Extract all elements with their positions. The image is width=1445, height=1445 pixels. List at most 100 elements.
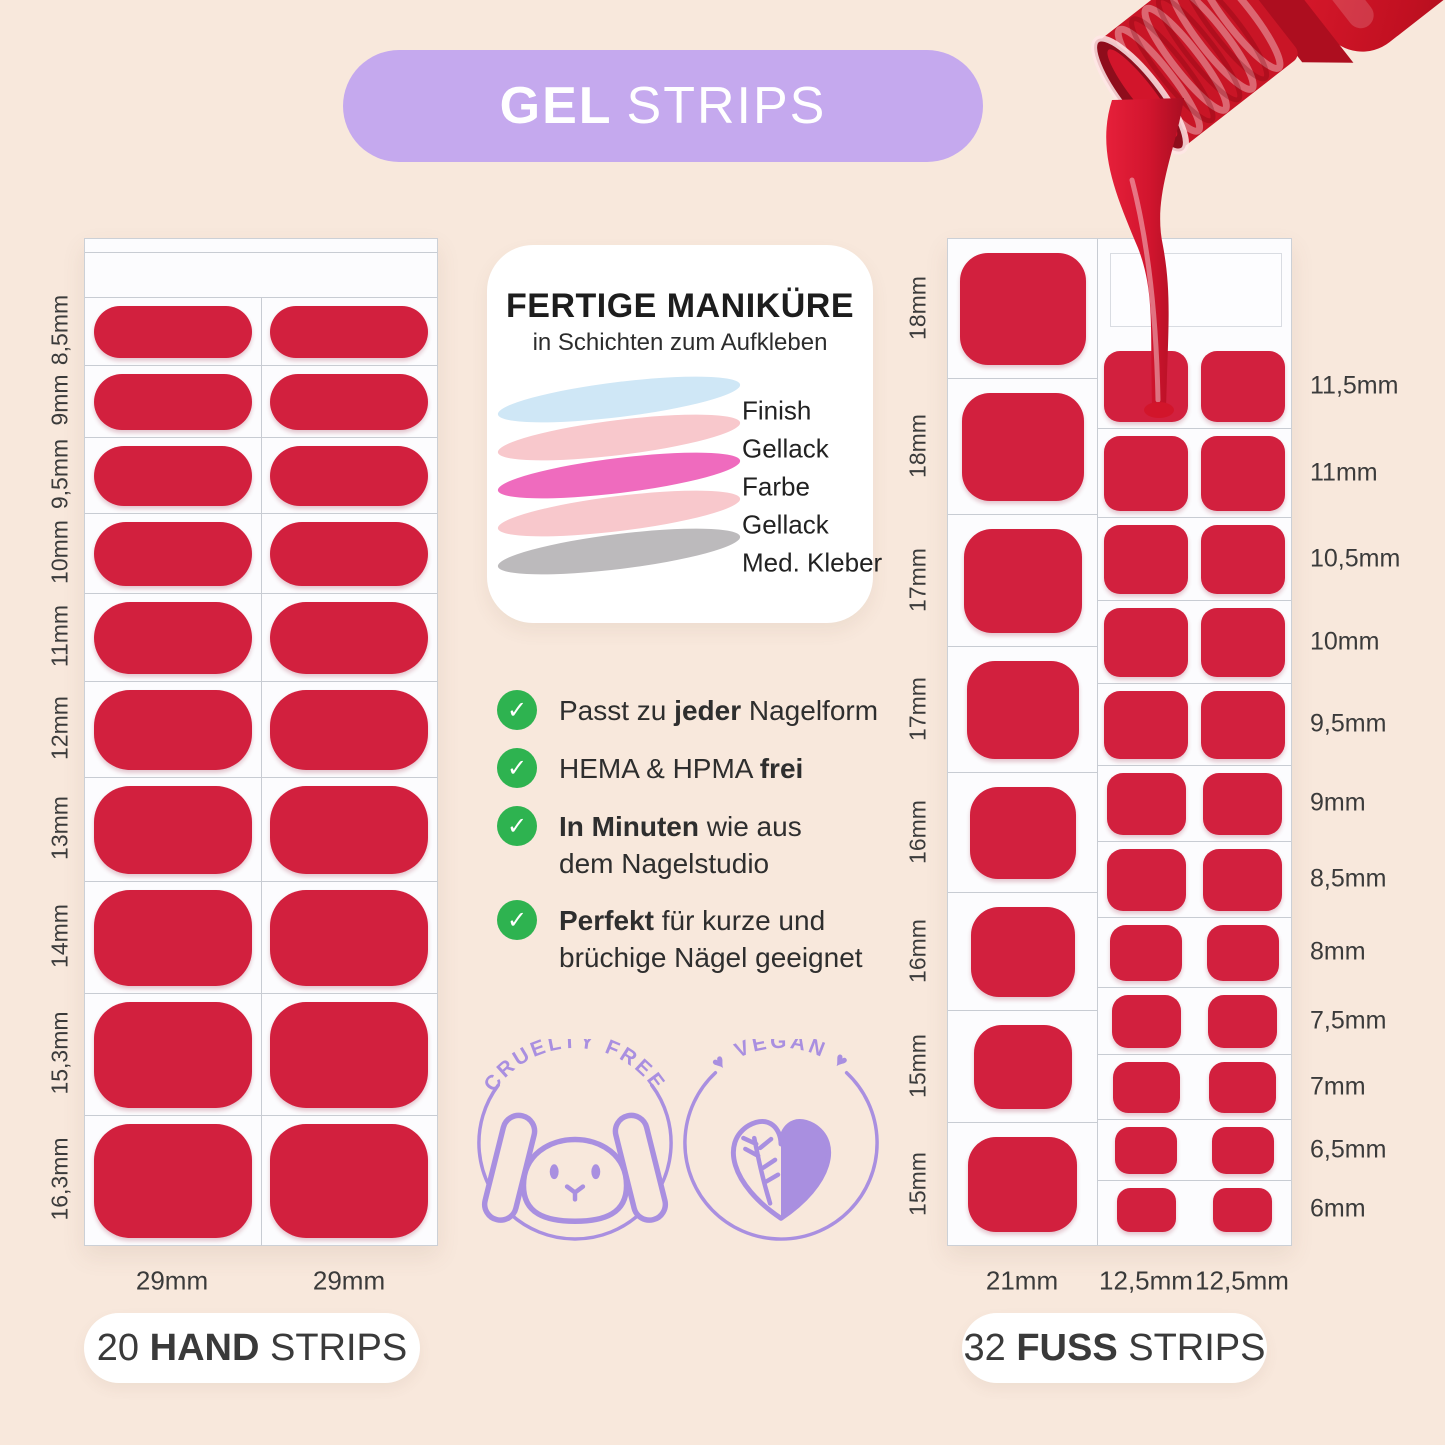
benefit-item: ✓ HEMA & HPMA frei xyxy=(497,748,917,788)
foot-small-row-size-label: 9,5mm xyxy=(1310,709,1387,738)
check-icon: ✓ xyxy=(497,900,537,940)
foot-small-strip-row xyxy=(1098,1120,1291,1181)
foot-big-strip-row xyxy=(948,379,1097,515)
foot-small-strip-cell xyxy=(1195,1181,1292,1239)
vegan-badge: ♥ VEGAN ♥ xyxy=(683,1039,879,1241)
foot-small-row-size-label: 11,5mm xyxy=(1310,371,1399,399)
foot-small-row-size-label: 10,5mm xyxy=(1310,544,1401,572)
hand-strip-cell xyxy=(260,682,438,777)
benefit-text: In Minuten wie aus dem Nagelstudio xyxy=(559,811,802,879)
hand-nail-strip xyxy=(93,1124,252,1238)
foot-small-nail-strip xyxy=(1110,924,1183,981)
foot-small-row-size-label: 7mm xyxy=(1310,1072,1366,1100)
hand-strip-cell xyxy=(260,514,438,593)
foot-small-nail-strip xyxy=(1200,607,1285,677)
hand-strip-row xyxy=(85,882,437,994)
layer-label: Gellack xyxy=(742,509,829,540)
hand-strip-row xyxy=(85,298,437,366)
foot-big-row-size-label: 15mm xyxy=(904,1151,931,1216)
foot-small-nail-strip xyxy=(1115,1126,1178,1174)
hand-column-width-label: 29mm xyxy=(312,1265,386,1296)
foot-small-strip-row xyxy=(1098,988,1291,1055)
foot-small-strip-row xyxy=(1098,1181,1291,1239)
hand-nail-strip xyxy=(270,373,429,430)
foot-small-strip-cell xyxy=(1098,518,1195,600)
foot-small-row-size-label: 6mm xyxy=(1310,1194,1366,1223)
foot-small-row-size-label: 9mm xyxy=(1310,788,1366,817)
foot-small-strip-cell xyxy=(1098,1055,1195,1119)
foot-column-width-label: 21mm xyxy=(985,1265,1059,1296)
hand-strips-sheet xyxy=(84,238,438,1246)
hand-strip-row xyxy=(85,1116,437,1246)
foot-caption-count: 32 xyxy=(963,1326,1006,1369)
benefit-text: HEMA & HPMA frei xyxy=(559,753,804,784)
foot-small-strip-cell xyxy=(1195,988,1292,1054)
foot-small-strip-cell xyxy=(1195,429,1292,517)
hand-row-size-label: 12mm xyxy=(46,696,73,760)
hand-nail-strip xyxy=(270,1124,429,1238)
hand-row-size-label: 14mm xyxy=(46,904,73,968)
hand-row-size-label: 10mm xyxy=(46,520,73,584)
foot-big-nail-strip xyxy=(961,392,1084,501)
hand-strip-cell xyxy=(85,514,261,593)
foot-small-strip-cell xyxy=(1098,842,1195,917)
hand-nail-strip xyxy=(270,785,429,874)
foot-small-nail-strip xyxy=(1208,994,1278,1048)
benefit-text: Passt zu jeder Nagelform xyxy=(559,695,879,726)
foot-small-strip-cell xyxy=(1098,344,1195,428)
hand-row-size-label: 11mm xyxy=(46,604,73,668)
foot-small-strip-cell xyxy=(1098,1120,1195,1180)
check-icon: ✓ xyxy=(497,806,537,846)
hand-column-width-label: 29mm xyxy=(135,1265,209,1296)
header-pill: GEL STRIPS xyxy=(343,50,983,162)
foot-small-nail-strip xyxy=(1104,524,1189,594)
benefits-list: ✓ Passt zu jeder Nagelform ✓ HEMA & HPMA fr… xyxy=(497,690,917,994)
foot-caption-bold: FUSS xyxy=(1016,1326,1118,1369)
foot-big-row-size-label: 18mm xyxy=(904,276,931,340)
foot-big-strip-row xyxy=(948,773,1097,893)
foot-small-strip-cell xyxy=(1098,918,1195,987)
benefit-item: ✓ In Minuten wie aus dem Nagelstudio xyxy=(497,806,917,882)
foot-small-nail-strip xyxy=(1200,350,1285,422)
foot-small-strip-row xyxy=(1098,601,1291,684)
foot-big-nail-strip xyxy=(963,528,1082,633)
hand-row-size-label: 8,5mm xyxy=(46,294,73,366)
foot-big-nail-strip xyxy=(959,252,1086,365)
hand-caption-bold: HAND xyxy=(149,1326,260,1369)
foot-small-nail-strip xyxy=(1106,848,1186,911)
check-icon: ✓ xyxy=(497,690,537,730)
foot-small-strip-cell xyxy=(1195,766,1292,841)
foot-big-nail-strip xyxy=(966,660,1079,759)
foot-small-strip-row xyxy=(1098,918,1291,988)
foot-small-strip-cell xyxy=(1195,684,1292,765)
foot-small-strip-cell xyxy=(1098,429,1195,517)
hand-sheet-header xyxy=(85,239,437,298)
header-title-rest: STRIPS xyxy=(626,77,827,135)
foot-small-strip-row xyxy=(1098,1055,1291,1120)
foot-small-strip-row xyxy=(1098,842,1291,918)
hand-strip-row xyxy=(85,594,437,682)
foot-small-nail-strip xyxy=(1200,690,1285,759)
hand-strip-row xyxy=(85,514,437,594)
hand-strip-cell xyxy=(260,594,438,681)
hand-strip-cell xyxy=(85,298,261,365)
foot-small-nail-strip xyxy=(1203,772,1283,835)
hand-strip-cell xyxy=(260,882,438,993)
foot-small-strip-cell xyxy=(1195,1120,1292,1180)
foot-small-row-size-label: 8mm xyxy=(1310,937,1366,966)
hand-strip-row xyxy=(85,994,437,1116)
hand-strip-rows xyxy=(85,298,437,1246)
hand-strip-row xyxy=(85,682,437,778)
foot-big-strip-row xyxy=(948,647,1097,773)
foot-small-nail-strip xyxy=(1104,350,1189,422)
foot-small-nail-strip xyxy=(1112,1061,1180,1113)
hand-caption-count: 20 xyxy=(96,1326,140,1369)
vegan-heart-leaf-icon xyxy=(731,1118,831,1221)
foot-small-nail-strip xyxy=(1104,435,1189,511)
foot-big-strip-row xyxy=(948,239,1097,379)
hand-nail-strip xyxy=(270,601,429,674)
foot-small-strip-row xyxy=(1098,344,1291,429)
foot-small-strip-row xyxy=(1098,766,1291,842)
hand-strip-row xyxy=(85,438,437,514)
